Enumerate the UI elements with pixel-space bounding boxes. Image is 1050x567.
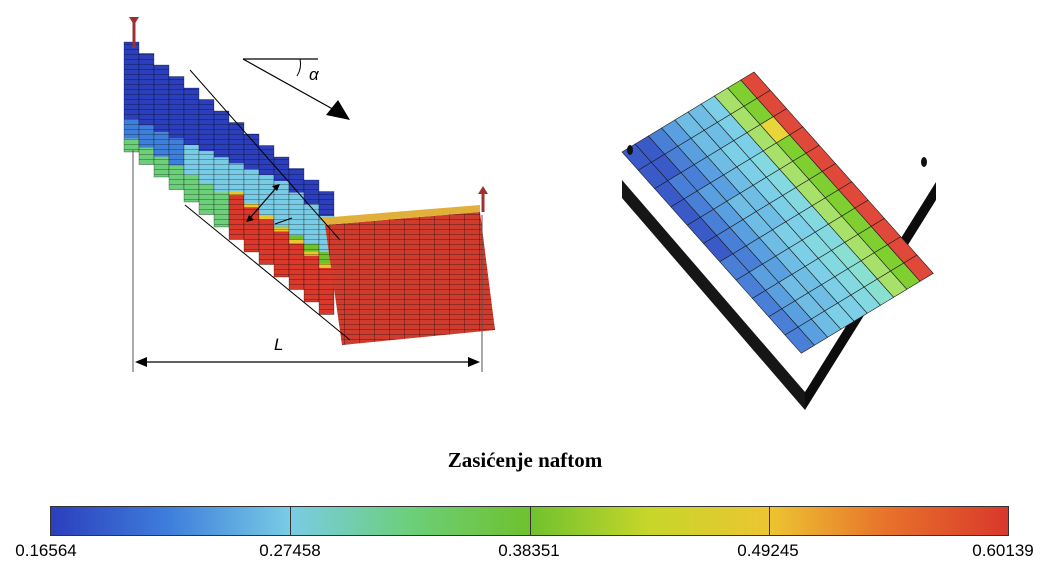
plan-view-grid-model [621, 71, 936, 410]
colorbar-tick-label: 0.60139 [972, 541, 1034, 560]
model-column [273, 156, 290, 278]
model-column [213, 110, 230, 228]
length-label: L [274, 335, 283, 354]
well-marker-left-icon [627, 145, 633, 155]
colorbar-tick [290, 507, 291, 535]
grid-cell [903, 254, 934, 282]
colorbar-tick-label: 0.49245 [737, 541, 799, 560]
production-well-icon [478, 186, 488, 212]
model-column [288, 168, 305, 290]
saturation-3d-models: L α [123, 17, 936, 410]
colorbar-tick-label: 0.38351 [498, 541, 560, 560]
model-column [168, 76, 185, 190]
model-column [183, 87, 200, 203]
model-column [198, 99, 215, 215]
plan-view-grid-cells [621, 71, 934, 354]
model-column [153, 64, 170, 178]
model-column [303, 179, 320, 303]
injection-well-icon [129, 17, 139, 48]
well-marker-right-icon [921, 157, 927, 167]
colorbar-tick [530, 507, 531, 535]
dip-direction-arrow-icon [326, 100, 350, 120]
colorbar-tick-label: 0.27458 [259, 541, 321, 560]
inclined-model-cells [123, 41, 335, 315]
model-column [228, 122, 245, 240]
angle-label: α [309, 65, 320, 84]
model-column [243, 133, 260, 253]
colorbar-tick-label: 0.16564 [15, 541, 77, 560]
model-column [138, 53, 155, 165]
model-column [123, 41, 140, 153]
colorbar-tick [769, 507, 770, 535]
colorbar-title: Zasićenje naftom [447, 448, 603, 472]
model-column [258, 145, 275, 265]
inclined-reservoir-model: L α [123, 17, 495, 372]
colorbar [50, 506, 1009, 536]
